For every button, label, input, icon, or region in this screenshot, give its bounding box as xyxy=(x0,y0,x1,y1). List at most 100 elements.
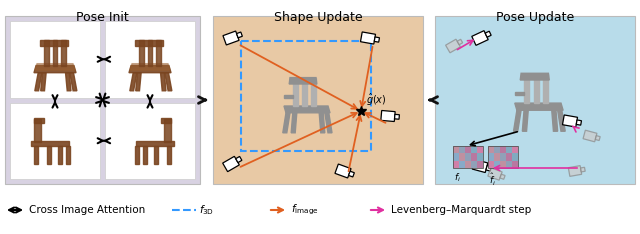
Bar xyxy=(465,161,471,168)
Bar xyxy=(500,161,506,168)
Polygon shape xyxy=(520,73,549,80)
Polygon shape xyxy=(486,166,492,171)
Polygon shape xyxy=(164,73,172,91)
Polygon shape xyxy=(61,40,65,66)
Polygon shape xyxy=(515,92,524,95)
Polygon shape xyxy=(349,171,355,177)
Bar xyxy=(506,153,512,161)
Polygon shape xyxy=(576,120,582,125)
Polygon shape xyxy=(293,78,298,106)
Bar xyxy=(477,153,483,161)
Bar xyxy=(494,146,500,153)
Polygon shape xyxy=(472,160,488,172)
Bar xyxy=(500,153,506,161)
Bar xyxy=(500,146,506,153)
Polygon shape xyxy=(130,73,137,91)
Polygon shape xyxy=(524,74,529,103)
Bar xyxy=(506,161,512,168)
Text: $\hat{g}(x)$: $\hat{g}(x)$ xyxy=(366,92,387,108)
Polygon shape xyxy=(41,73,46,91)
Polygon shape xyxy=(568,166,582,176)
Polygon shape xyxy=(34,66,76,73)
Polygon shape xyxy=(302,78,307,106)
Bar xyxy=(512,146,518,153)
Polygon shape xyxy=(291,113,297,133)
Bar xyxy=(477,146,483,153)
Text: Cross Image Attention: Cross Image Attention xyxy=(29,205,145,215)
Polygon shape xyxy=(360,32,376,44)
Bar xyxy=(471,153,477,161)
Polygon shape xyxy=(156,40,161,66)
Bar xyxy=(494,161,500,168)
Polygon shape xyxy=(161,73,166,91)
Polygon shape xyxy=(237,32,243,38)
Bar xyxy=(459,153,465,161)
Polygon shape xyxy=(472,31,488,45)
Text: Pose Init: Pose Init xyxy=(76,11,129,24)
Bar xyxy=(241,41,371,151)
Polygon shape xyxy=(66,146,70,164)
Polygon shape xyxy=(583,130,597,142)
Polygon shape xyxy=(283,113,290,133)
Polygon shape xyxy=(445,39,460,53)
Polygon shape xyxy=(335,164,351,178)
Polygon shape xyxy=(154,146,158,164)
Polygon shape xyxy=(543,74,548,103)
Bar xyxy=(453,161,459,168)
Bar xyxy=(453,146,459,153)
Bar xyxy=(494,153,500,161)
Polygon shape xyxy=(53,40,57,66)
Polygon shape xyxy=(580,167,585,172)
Polygon shape xyxy=(35,119,41,142)
Bar xyxy=(10,21,100,98)
Bar xyxy=(506,146,512,153)
Bar xyxy=(5,16,200,184)
Polygon shape xyxy=(513,110,521,131)
Bar xyxy=(512,153,518,161)
Polygon shape xyxy=(31,141,69,146)
Polygon shape xyxy=(374,37,380,42)
Bar xyxy=(435,16,635,184)
Polygon shape xyxy=(457,39,463,45)
Polygon shape xyxy=(140,40,144,66)
Polygon shape xyxy=(148,40,152,66)
Polygon shape xyxy=(65,73,71,91)
Polygon shape xyxy=(223,31,239,45)
Polygon shape xyxy=(35,146,38,164)
Polygon shape xyxy=(40,40,68,46)
Bar xyxy=(465,153,471,161)
Bar xyxy=(105,102,195,179)
Bar xyxy=(453,153,459,161)
Polygon shape xyxy=(129,66,171,73)
Polygon shape xyxy=(135,146,139,164)
Polygon shape xyxy=(33,118,44,123)
Bar xyxy=(453,146,483,168)
Polygon shape xyxy=(164,119,171,142)
Bar xyxy=(512,161,518,168)
Bar xyxy=(488,161,494,168)
Polygon shape xyxy=(70,73,77,91)
Bar xyxy=(488,153,494,161)
Text: $f_i$: $f_i$ xyxy=(454,172,461,184)
Bar xyxy=(465,146,471,153)
Polygon shape xyxy=(135,40,163,46)
Polygon shape xyxy=(595,136,600,141)
Bar xyxy=(213,16,423,184)
Bar xyxy=(471,161,477,168)
Polygon shape xyxy=(167,146,171,164)
Text: Shape Update: Shape Update xyxy=(274,11,362,24)
Polygon shape xyxy=(488,168,502,180)
Bar xyxy=(105,21,195,98)
Polygon shape xyxy=(223,156,239,172)
Polygon shape xyxy=(58,146,62,164)
Polygon shape xyxy=(522,110,528,131)
Text: Levenberg–Marquardt step: Levenberg–Marquardt step xyxy=(391,205,531,215)
Polygon shape xyxy=(534,74,539,103)
Polygon shape xyxy=(515,103,563,110)
Text: $f_{\mathrm{3D}}$: $f_{\mathrm{3D}}$ xyxy=(199,203,214,217)
Bar xyxy=(459,161,465,168)
Polygon shape xyxy=(500,174,505,179)
Polygon shape xyxy=(394,114,399,119)
Polygon shape xyxy=(563,115,577,127)
Bar xyxy=(488,146,518,168)
